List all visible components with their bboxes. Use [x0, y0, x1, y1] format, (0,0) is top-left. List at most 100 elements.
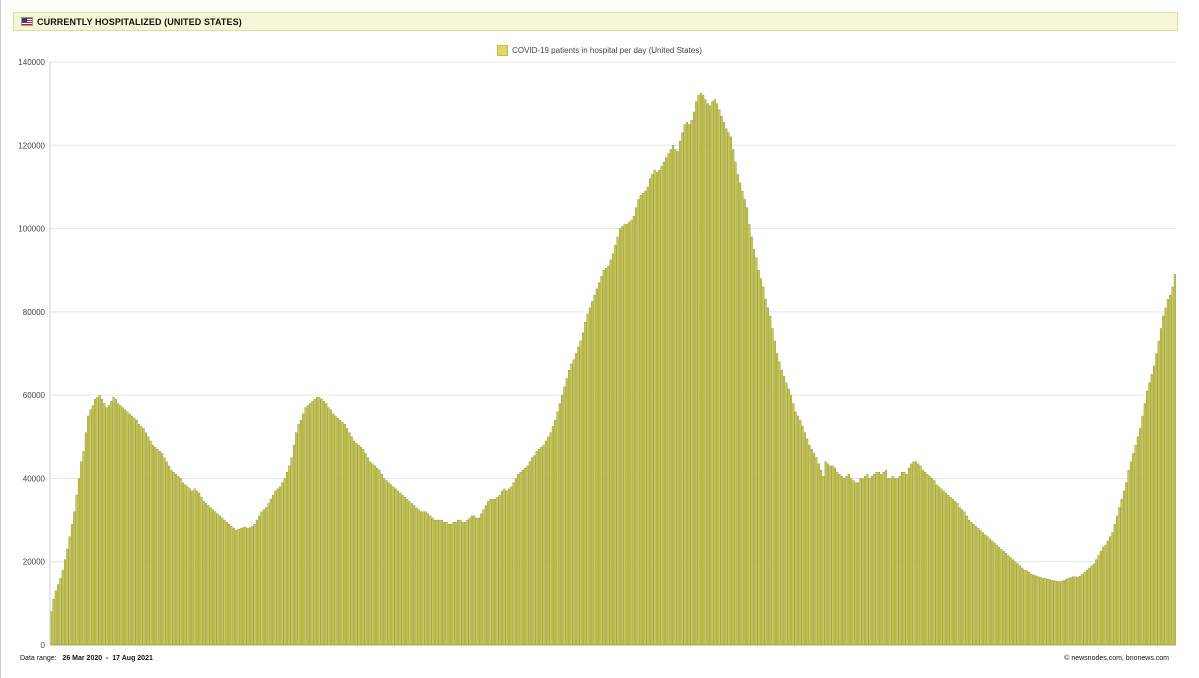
bar: [1081, 574, 1084, 646]
source-credit[interactable]: © newsnodes.com, bnonews.com: [1064, 655, 1169, 662]
bar: [736, 174, 739, 646]
bar: [230, 526, 233, 646]
bar: [806, 438, 809, 646]
bar: [581, 332, 584, 646]
bar: [887, 478, 890, 646]
bar: [1076, 576, 1079, 646]
bar: [61, 569, 64, 646]
bar: [339, 419, 342, 646]
bar: [447, 524, 450, 646]
bar: [551, 426, 554, 646]
bar: [732, 149, 735, 646]
bar: [824, 461, 827, 646]
bar: [137, 424, 141, 646]
chart-legend[interactable]: COVID-19 patients in hospital per day (U…: [0, 45, 1199, 56]
bar: [688, 124, 691, 646]
bar: [584, 322, 587, 646]
bar: [616, 236, 619, 646]
bar: [131, 415, 134, 646]
bar: [91, 405, 94, 646]
bar: [1058, 581, 1061, 646]
bar: [769, 315, 772, 646]
bar: [290, 457, 293, 646]
bar: [59, 578, 62, 646]
bar: [1067, 578, 1070, 646]
bar: [609, 259, 612, 646]
bar: [357, 444, 360, 646]
bar: [54, 590, 57, 646]
bar: [237, 529, 240, 646]
bar: [642, 192, 645, 646]
bar: [1074, 576, 1077, 646]
bar: [1044, 578, 1047, 646]
bar: [722, 122, 726, 646]
bar: [1148, 382, 1151, 646]
bar: [119, 405, 122, 646]
bar: [327, 407, 330, 646]
bar: [181, 482, 184, 646]
bar: [1060, 581, 1063, 646]
bar: [690, 120, 693, 646]
bar: [859, 478, 862, 646]
bar: [970, 521, 973, 646]
bar: [1162, 315, 1165, 646]
bar: [165, 461, 168, 646]
bar: [1002, 551, 1005, 646]
bar: [607, 265, 610, 646]
bar: [244, 526, 247, 646]
bar: [635, 207, 638, 646]
y-tick-label: 40000: [23, 474, 46, 483]
bar: [778, 361, 781, 646]
bar: [1152, 365, 1156, 646]
y-tick-label: 20000: [23, 558, 46, 567]
bar: [399, 492, 402, 646]
bar: [410, 503, 413, 646]
bar: [968, 519, 971, 646]
bar: [852, 480, 855, 646]
bar: [100, 399, 104, 646]
bar: [1146, 390, 1149, 646]
bar: [295, 432, 298, 646]
bar: [279, 486, 282, 646]
bar: [563, 386, 566, 646]
bar: [195, 490, 198, 646]
bar: [355, 442, 358, 646]
bar: [628, 222, 631, 646]
bar: [944, 492, 947, 646]
y-tick-label: 60000: [23, 391, 46, 400]
bar: [174, 474, 178, 646]
bar: [889, 478, 892, 646]
bar: [813, 453, 816, 646]
bar: [667, 153, 670, 646]
bar: [817, 463, 820, 646]
bar: [387, 482, 390, 646]
bar: [1143, 403, 1146, 646]
bar: [147, 436, 150, 646]
bar: [565, 378, 568, 646]
bar: [214, 511, 217, 646]
bar: [364, 453, 367, 646]
bar: [267, 503, 270, 646]
bar: [89, 409, 92, 646]
bar: [757, 270, 760, 646]
bar: [954, 501, 957, 646]
bar: [429, 515, 432, 646]
bar: [1051, 580, 1054, 646]
bar: [461, 521, 464, 646]
bar: [1083, 571, 1086, 646]
bar: [1037, 576, 1040, 646]
bar: [283, 478, 286, 646]
bar: [783, 376, 786, 646]
bar: [1039, 577, 1042, 646]
bar: [1169, 295, 1172, 646]
bar: [537, 449, 541, 646]
bar: [297, 424, 300, 646]
bar: [600, 276, 603, 646]
bar: [470, 515, 473, 646]
bar: [695, 101, 698, 646]
y-tick-label: 80000: [23, 308, 46, 317]
bar: [753, 249, 756, 646]
bar: [403, 496, 406, 646]
bar: [179, 478, 182, 646]
bar: [156, 449, 159, 646]
